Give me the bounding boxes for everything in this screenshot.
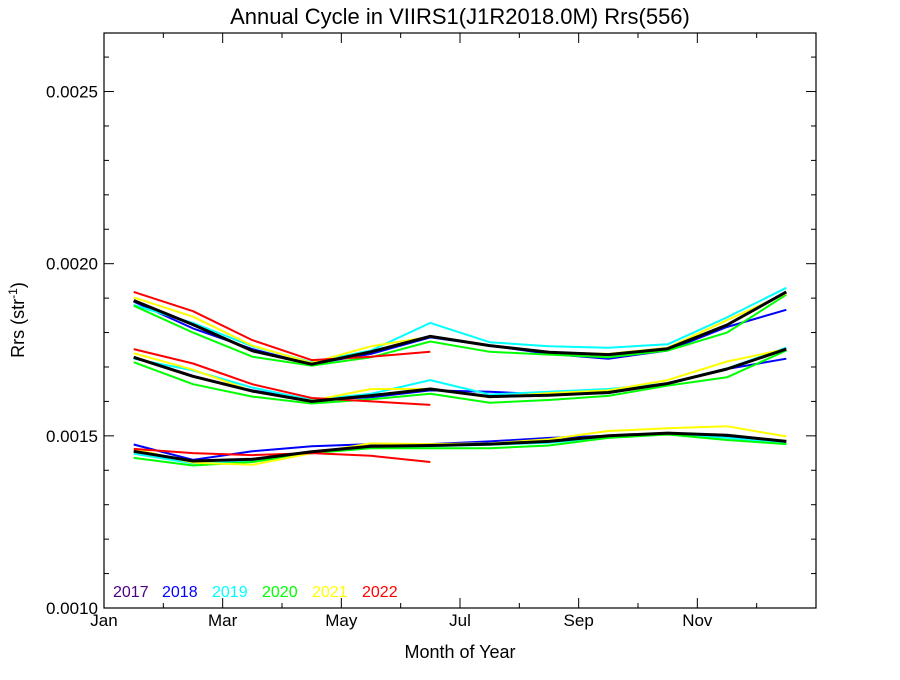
x-tick-label: Sep	[564, 611, 594, 630]
series-line-2020-0	[133, 293, 787, 367]
chart-title: Annual Cycle in VIIRS1(J1R2018.0M) Rrs(5…	[230, 4, 690, 29]
y-axis-label-sup: -1	[6, 288, 20, 299]
legend-item-2022: 2022	[362, 584, 398, 601]
y-tick-label: 0.0025	[46, 83, 98, 102]
series-line-mean-0	[133, 290, 788, 366]
x-tick-label: Jul	[449, 611, 471, 630]
y-axis-label: Rrs (str-1)	[6, 282, 28, 358]
series-line-2020-1	[133, 349, 787, 405]
x-tick-label: Nov	[682, 611, 713, 630]
legend-item-2017: 2017	[113, 584, 149, 601]
legend-item-2020: 2020	[262, 584, 298, 601]
legend: 2017 2018 2019 2020 2021 2022	[113, 584, 398, 601]
series-line-2018-2	[133, 432, 787, 461]
series-lines	[133, 286, 788, 467]
series-line-2021-0	[133, 292, 787, 364]
y-axis-label-main: Rrs (str	[8, 299, 28, 358]
y-axis-label-close: )	[8, 282, 28, 288]
y-tick-label: 0.0010	[46, 599, 98, 618]
legend-item-2019: 2019	[212, 584, 248, 601]
y-tick-label: 0.0020	[46, 255, 98, 274]
x-tick-label: Mar	[208, 611, 238, 630]
series-line-2019-0	[133, 286, 787, 364]
legend-item-2021: 2021	[312, 584, 348, 601]
axis-ticks: Jan Mar May Jul Sep Nov 0.0010 0.0015 0.0020 0.00…	[46, 33, 816, 630]
y-tick-label: 0.0015	[46, 427, 98, 446]
x-tick-label: May	[325, 611, 358, 630]
series-line-mean-2	[133, 431, 787, 463]
series-line-mean-1	[133, 347, 787, 403]
series-line-2022-1	[133, 348, 431, 406]
x-axis-label: Month of Year	[404, 642, 515, 662]
legend-item-2018: 2018	[162, 584, 198, 601]
x-tick-label: Jan	[90, 611, 117, 630]
series-line-2022-0	[133, 290, 431, 362]
series-line-2020-2	[133, 433, 787, 467]
